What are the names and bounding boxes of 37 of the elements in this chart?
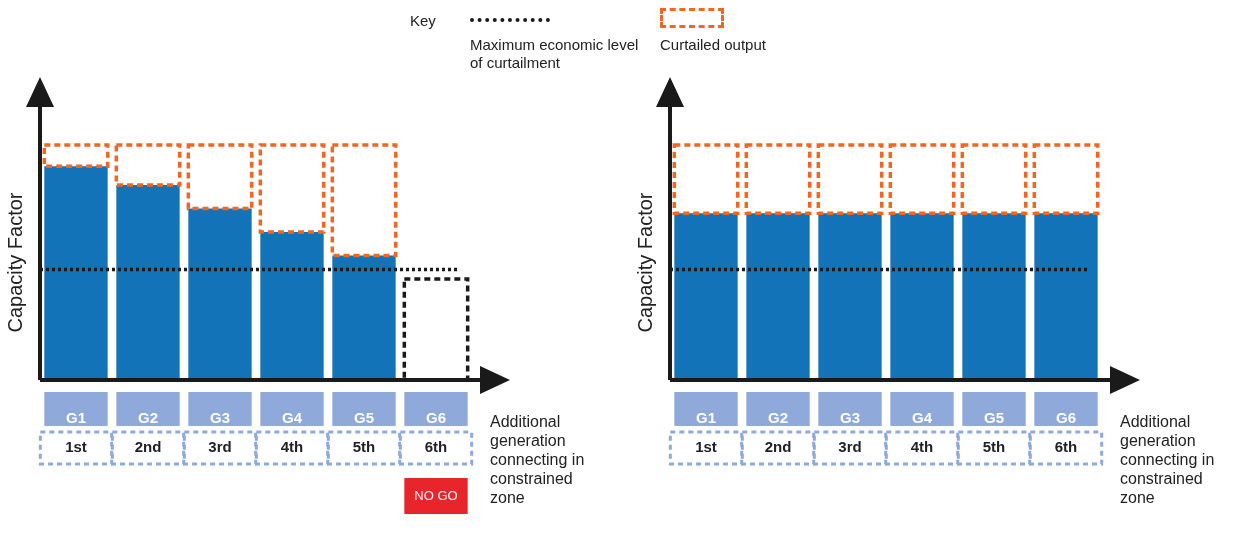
x-tick-label: G1 — [65, 409, 87, 427]
legend-title: Key — [410, 12, 436, 29]
x-tick-label: G4 — [911, 409, 933, 427]
x-axis-title: Additional generation connecting in constrained zone — [490, 412, 586, 507]
x-tick-label: G2 — [767, 409, 789, 427]
text: 6th — [1054, 438, 1078, 456]
bar — [44, 166, 108, 380]
text: 5th — [352, 438, 376, 456]
text: 1st — [65, 438, 87, 456]
x-tick-label: G2 — [137, 409, 159, 427]
bar — [188, 208, 252, 380]
x-tick-label: G4 — [281, 409, 303, 427]
text: 2nd — [764, 438, 792, 456]
x-tick-label: G1 — [695, 409, 717, 427]
text: 5th — [982, 438, 1006, 456]
text: 4th — [910, 438, 934, 456]
x-tick-label: G3 — [209, 409, 231, 427]
bar — [332, 255, 396, 380]
ref-line-label: Maximum economic level of curtailment — [470, 36, 640, 72]
text: NO GO — [414, 487, 458, 503]
text: 3rd — [208, 438, 232, 456]
x-tick-label: G5 — [353, 409, 375, 427]
bar — [116, 184, 180, 380]
x-tick-label: G6 — [425, 409, 447, 427]
text: 1st — [695, 438, 717, 456]
text: 4th — [280, 438, 304, 456]
y-axis-title: Capacity Factor — [633, 192, 656, 333]
text: 2nd — [134, 438, 162, 456]
x-tick-label: G5 — [983, 409, 1005, 427]
x-axis-title: Additional generation connecting in constrained zone — [1120, 412, 1216, 507]
legend-label: Curtailed output — [660, 36, 767, 54]
y-axis-title: Capacity Factor — [3, 192, 26, 333]
bar — [260, 231, 324, 380]
x-tick-label: G3 — [839, 409, 861, 427]
text: 6th — [424, 438, 448, 456]
x-tick-label: G6 — [1055, 409, 1077, 427]
text: 3rd — [838, 438, 862, 456]
